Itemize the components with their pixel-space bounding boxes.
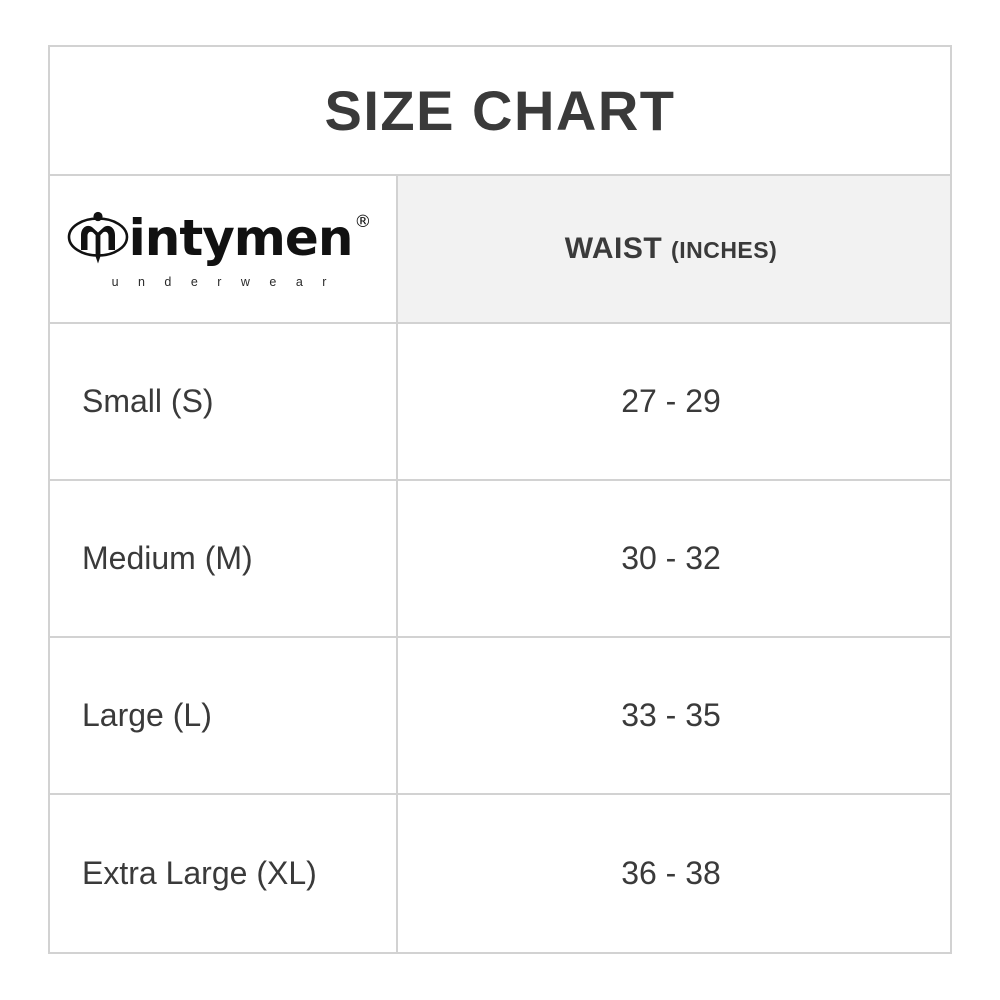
- cell-waist: 30 - 32: [398, 481, 950, 636]
- cell-waist: 27 - 29: [398, 324, 950, 479]
- header-cell-waist: WAIST (INCHES): [398, 176, 950, 322]
- table-row: Large (L) 33 - 35: [50, 638, 950, 795]
- title-row: SIZE CHART: [50, 47, 950, 176]
- size-label: Large (L): [82, 697, 212, 733]
- size-chart-table: SIZE CHART: [48, 45, 952, 954]
- cell-size: Large (L): [50, 638, 398, 793]
- cell-size: Extra Large (XL): [50, 795, 398, 952]
- size-label: Extra Large (XL): [82, 855, 317, 891]
- table-row: Small (S) 27 - 29: [50, 324, 950, 481]
- header-cell-brand: intymen ® u n d e r w e a r: [50, 176, 398, 322]
- logo-wordmark: intymen: [128, 208, 354, 267]
- logo-wordmark-line: intymen ®: [67, 208, 372, 268]
- waist-header-main: WAIST: [564, 232, 663, 265]
- waist-column-header: WAIST (INCHES): [565, 232, 778, 266]
- waist-value: 30 - 32: [621, 540, 721, 576]
- table-row: Medium (M) 30 - 32: [50, 481, 950, 638]
- oval-m-monogram-icon: [67, 211, 128, 263]
- registered-trademark-icon: ®: [354, 211, 372, 232]
- table-header-row: intymen ® u n d e r w e a r WAIST (INCHE…: [50, 176, 950, 324]
- size-label: Small (S): [82, 383, 214, 419]
- size-label: Medium (M): [82, 540, 253, 576]
- cell-waist: 36 - 38: [398, 795, 950, 952]
- cell-waist: 33 - 35: [398, 638, 950, 793]
- logo-tagline: u n d e r w e a r: [111, 274, 335, 289]
- waist-value: 36 - 38: [621, 855, 721, 891]
- table-row: Extra Large (XL) 36 - 38: [50, 795, 950, 952]
- waist-header-unit: (INCHES): [671, 237, 778, 263]
- waist-value: 33 - 35: [621, 697, 721, 733]
- cell-size: Small (S): [50, 324, 398, 479]
- cell-size: Medium (M): [50, 481, 398, 636]
- waist-value: 27 - 29: [621, 383, 721, 419]
- page-title: SIZE CHART: [324, 78, 676, 142]
- brand-logo: intymen ® u n d e r w e a r: [67, 208, 372, 289]
